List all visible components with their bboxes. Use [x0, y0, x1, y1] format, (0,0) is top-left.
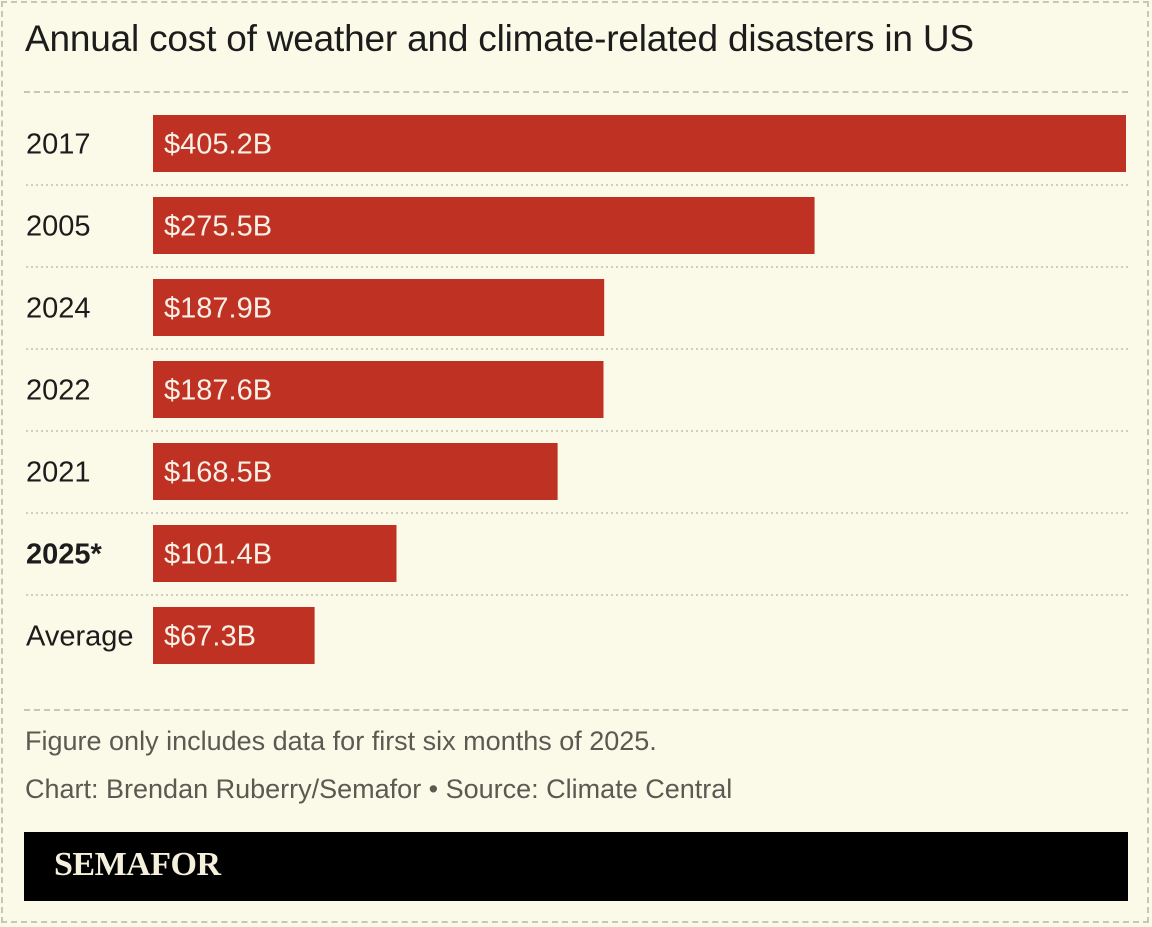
- value-label: $67.3B: [164, 621, 256, 653]
- bar-2025: [153, 525, 397, 582]
- chart-title: Annual cost of weather and climate-relat…: [25, 18, 974, 59]
- bar-2022: [153, 361, 604, 418]
- brand-bar: SEMAFOR: [24, 832, 1128, 901]
- bar-2005: [153, 197, 815, 254]
- category-label: Average: [26, 621, 134, 653]
- bar-2024: [153, 279, 605, 336]
- footer-divider: [24, 709, 1128, 711]
- value-label: $187.9B: [164, 293, 272, 325]
- category-label: 2017: [26, 129, 91, 161]
- bar-2017: [153, 115, 1126, 172]
- category-label: 2024: [26, 293, 91, 325]
- value-label: $187.6B: [164, 375, 272, 407]
- category-label: 2021: [26, 457, 91, 489]
- category-label: 2022: [26, 375, 91, 407]
- category-label: 2005: [26, 211, 91, 243]
- value-label: $168.5B: [164, 457, 272, 489]
- semafor-logo: SEMAFOR: [54, 846, 221, 883]
- value-label: $101.4B: [164, 539, 272, 571]
- category-label: 2025*: [26, 539, 103, 571]
- bar-2021: [153, 443, 558, 500]
- value-label: $405.2B: [164, 129, 272, 161]
- source-credit: Chart: Brendan Ruberry/Semafor • Source:…: [25, 774, 733, 804]
- footnote: Figure only includes data for first six …: [25, 726, 657, 756]
- value-label: $275.5B: [164, 211, 272, 243]
- bar-average: [153, 607, 315, 664]
- bar-chart: 2017 $405.2B 2005 $275.5B 2024 $187.9B 2022 $18…: [26, 115, 1128, 664]
- title-divider: [24, 91, 1128, 93]
